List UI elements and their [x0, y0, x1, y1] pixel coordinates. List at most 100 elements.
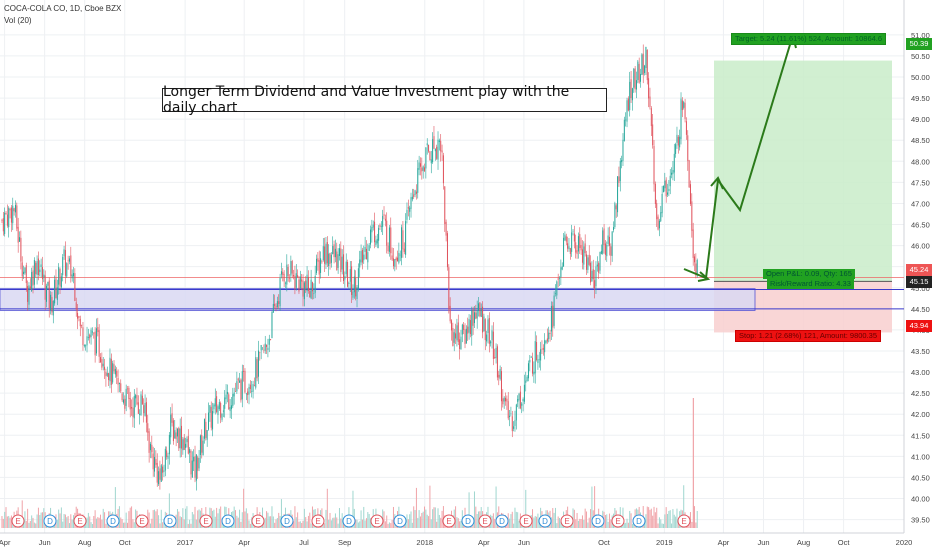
candle-body [271, 312, 273, 339]
candle-body [432, 139, 434, 163]
candle-body [213, 404, 215, 410]
candle-body [241, 371, 243, 400]
volume-bar [391, 519, 393, 528]
volume-bar [100, 514, 102, 528]
candle-body [6, 214, 8, 226]
volume-bar [577, 520, 579, 528]
candle-body [359, 259, 361, 268]
candle-body [542, 347, 544, 350]
candle-body [652, 124, 654, 146]
volume-bar [125, 512, 127, 528]
volume-bar [6, 516, 8, 528]
volume-bar [673, 514, 675, 528]
candle-body [191, 460, 193, 478]
candle-body [696, 259, 698, 275]
volume-bar [368, 514, 370, 528]
candle-body [425, 147, 427, 169]
candle-body [58, 267, 60, 285]
candle-body [128, 387, 130, 399]
volume-bar [573, 509, 575, 528]
candle-body [240, 379, 242, 401]
candle-body [330, 254, 332, 263]
y-tick-label: 47.50 [911, 178, 930, 187]
candle-body [584, 243, 586, 254]
volume-bar [407, 519, 409, 528]
volume-bar [218, 508, 220, 528]
candle-body [607, 235, 609, 244]
candle-body [577, 236, 579, 252]
candle-body [394, 259, 396, 267]
earnings-marker-label: E [15, 517, 20, 526]
volume-bar [421, 512, 423, 528]
candle-body [511, 416, 513, 432]
x-tick-label: 2019 [656, 538, 673, 547]
volume-bar [56, 519, 58, 528]
candle-body [540, 349, 542, 361]
candle-body [689, 184, 691, 204]
candle-body [482, 306, 484, 333]
volume-bar [436, 521, 438, 528]
candle-body [23, 271, 25, 275]
candle-body [97, 327, 99, 333]
volume-bar [131, 506, 133, 528]
earnings-marker-label: E [615, 517, 620, 526]
candle-body [179, 428, 181, 449]
candle-body [532, 357, 534, 374]
candle-body [569, 248, 571, 254]
candle-body [317, 258, 319, 262]
candle-body [297, 275, 299, 278]
candle-body [648, 78, 650, 99]
candle-body [534, 341, 536, 374]
volume-bar [90, 522, 92, 528]
open-pnl-label: Open P&L: 0.09, Qty: 165 [763, 269, 855, 279]
volume-bar [365, 518, 367, 528]
candle-body [372, 224, 374, 228]
candle-body [348, 282, 350, 284]
earnings-marker [199, 514, 213, 528]
annotation-text-box[interactable]: Longer Term Dividend and Value Investmen… [162, 84, 607, 116]
candle-body [73, 273, 75, 277]
candle-body [243, 370, 245, 372]
volume-bar [328, 519, 330, 528]
volume-bar [552, 508, 554, 528]
candle-body [93, 332, 95, 334]
candle-body [692, 229, 694, 258]
y-tick-label: 40.50 [911, 473, 930, 482]
candle-body [344, 276, 346, 280]
candle-body [230, 405, 232, 410]
candle-body [595, 266, 597, 287]
volume-bar [305, 517, 307, 528]
candle-body [132, 407, 134, 417]
volume-bar [406, 514, 408, 528]
volume-bar [98, 517, 100, 528]
candle-body [202, 440, 204, 456]
candle-body [272, 303, 274, 313]
volume-bar [517, 512, 519, 528]
volume-bar [653, 506, 655, 528]
candle-body [316, 258, 318, 273]
candle-body [422, 166, 424, 171]
volume-bar [675, 516, 677, 528]
volume-bar [87, 512, 89, 528]
volume-bar [608, 513, 610, 528]
candle-body [675, 144, 677, 154]
candle-body [340, 248, 342, 272]
candle-body [669, 175, 671, 187]
candle-body [193, 456, 195, 462]
volume-bar [193, 514, 195, 528]
volume-bar [266, 511, 268, 528]
candle-body [147, 423, 149, 433]
volume-bar [587, 522, 589, 528]
volume-bar [95, 518, 97, 528]
x-tick-label: Apr [0, 538, 11, 547]
candle-body [63, 249, 65, 257]
candle-body [622, 139, 624, 161]
candle-body [635, 80, 637, 90]
candle-body [475, 312, 477, 319]
candle-body [410, 197, 412, 209]
candle-body [382, 215, 384, 227]
candle-body [325, 243, 327, 265]
candle-body [479, 302, 481, 317]
candle-body [81, 324, 83, 326]
